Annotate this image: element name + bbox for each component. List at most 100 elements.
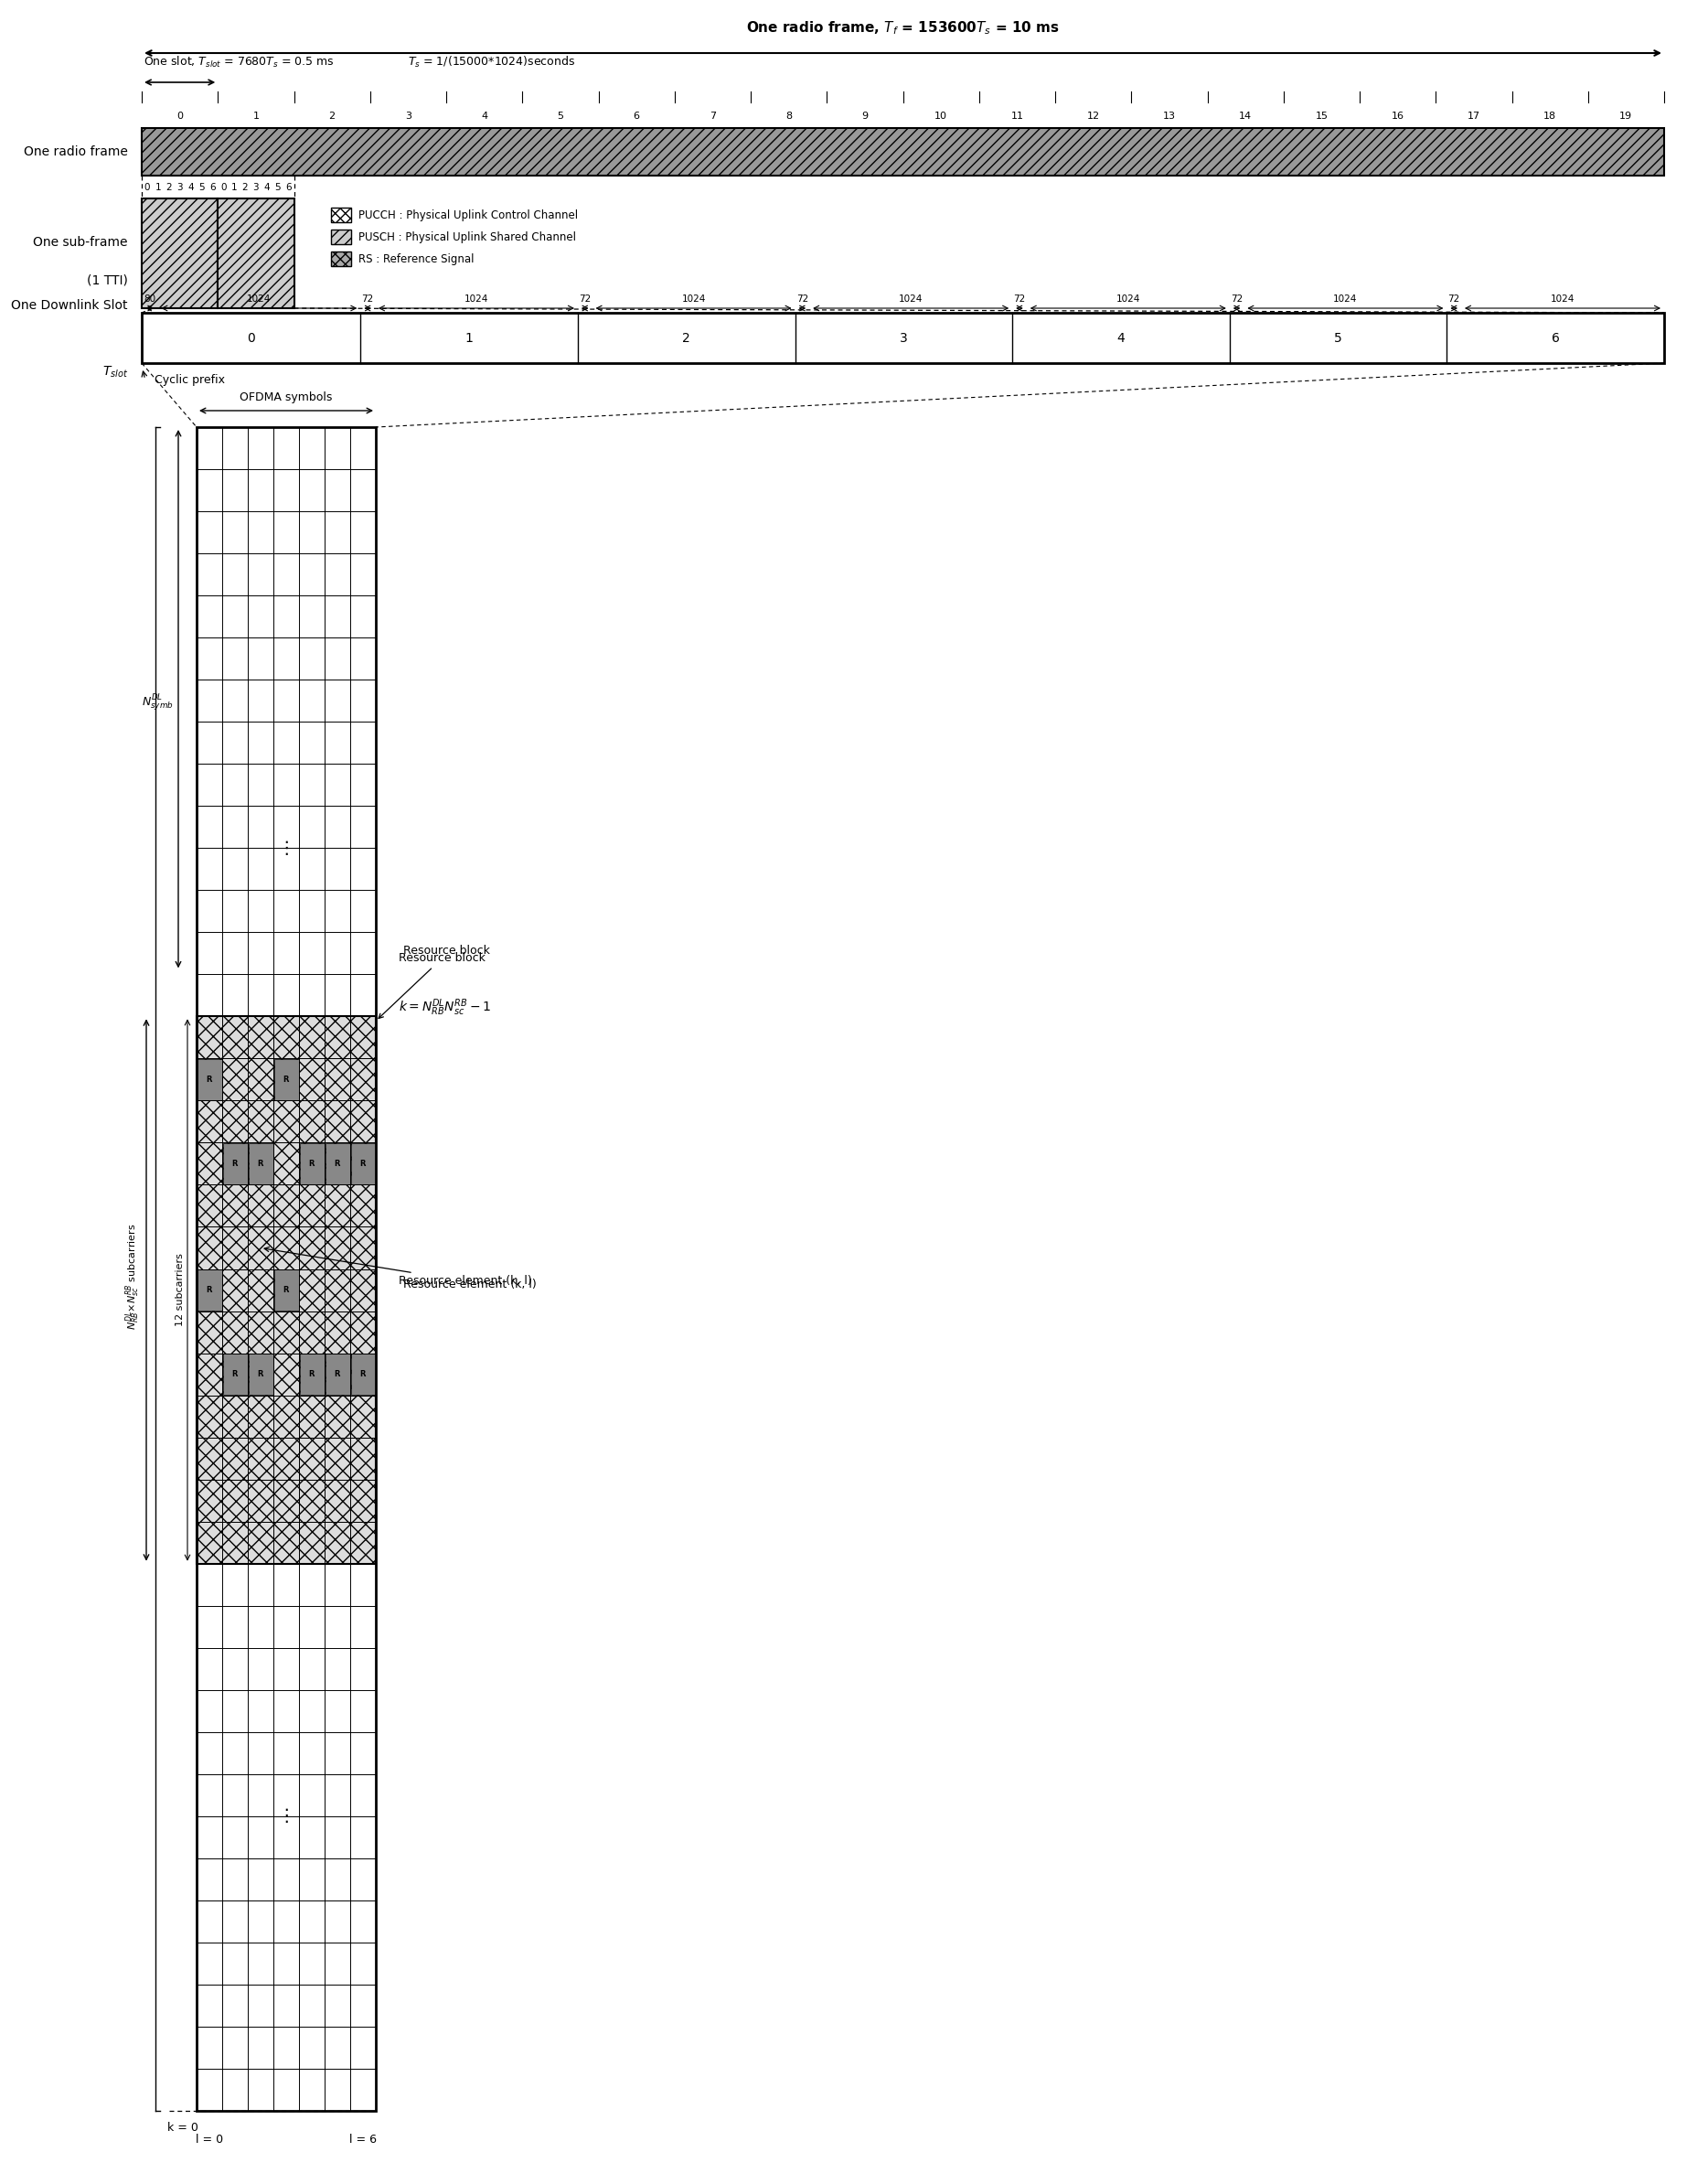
Bar — [196, 1269, 222, 1310]
Text: k = 0: k = 0 — [167, 2123, 198, 2134]
Text: One sub-frame: One sub-frame — [34, 236, 128, 249]
Text: 19: 19 — [1619, 111, 1633, 120]
Text: 5: 5 — [1334, 332, 1342, 345]
Text: R: R — [284, 1286, 289, 1295]
Text: Resource block: Resource block — [379, 952, 485, 1018]
Text: $N^{DL}_{symb}$: $N^{DL}_{symb}$ — [142, 692, 174, 714]
Bar — [196, 1016, 376, 1564]
Text: R: R — [335, 1160, 340, 1168]
Text: R: R — [232, 1369, 237, 1378]
Text: 72: 72 — [1448, 295, 1460, 304]
Bar — [248, 1354, 273, 1396]
Bar — [196, 1059, 222, 1101]
Text: One slot, $T_{slot}$ = 7680$T_s$ = 0.5 ms: One slot, $T_{slot}$ = 7680$T_s$ = 0.5 m… — [143, 55, 335, 70]
Text: 5: 5 — [557, 111, 564, 120]
Bar — [331, 207, 350, 223]
Text: R: R — [284, 1075, 289, 1083]
Text: R: R — [232, 1160, 237, 1168]
Text: 0: 0 — [143, 183, 150, 192]
Bar — [222, 1354, 248, 1396]
Text: PUSCH : Physical Uplink Shared Channel: PUSCH : Physical Uplink Shared Channel — [359, 232, 576, 242]
Text: R: R — [335, 1369, 340, 1378]
Text: R: R — [309, 1160, 314, 1168]
Text: 2: 2 — [243, 183, 248, 192]
Text: 1024: 1024 — [1551, 295, 1575, 304]
Text: 6: 6 — [634, 111, 640, 120]
Text: R: R — [258, 1369, 263, 1378]
Text: ⋮: ⋮ — [277, 1808, 295, 1826]
Text: 10: 10 — [934, 111, 948, 120]
Text: $N^{DL}_{RB}$×$N^{RB}_{sc}$ subcarriers: $N^{DL}_{RB}$×$N^{RB}_{sc}$ subcarriers — [123, 1223, 142, 1330]
Text: 18: 18 — [1544, 111, 1556, 120]
Text: 1024: 1024 — [248, 295, 272, 304]
Text: 5: 5 — [275, 183, 280, 192]
Text: 14: 14 — [1238, 111, 1252, 120]
Text: 4: 4 — [482, 111, 487, 120]
Text: 12: 12 — [1086, 111, 1100, 120]
Text: $k = N^{DL}_{RB}N^{RB}_{sc} - 1$: $k = N^{DL}_{RB}N^{RB}_{sc} - 1$ — [398, 996, 492, 1018]
Text: 0: 0 — [176, 111, 183, 120]
Text: 80: 80 — [143, 295, 155, 304]
Text: 1024: 1024 — [898, 295, 922, 304]
Text: 6: 6 — [1551, 332, 1559, 345]
Bar — [350, 1142, 376, 1184]
Text: (1 TTI): (1 TTI) — [87, 275, 128, 286]
Bar — [299, 1142, 325, 1184]
Text: One Downlink Slot: One Downlink Slot — [12, 299, 128, 312]
Text: R: R — [258, 1160, 263, 1168]
Text: 16: 16 — [1392, 111, 1404, 120]
Text: l = 6: l = 6 — [348, 2134, 377, 2145]
Text: 8: 8 — [786, 111, 793, 120]
Text: 2: 2 — [328, 111, 335, 120]
Text: RS : Reference Signal: RS : Reference Signal — [359, 253, 473, 264]
Text: $T_s$ = 1/(15000*1024)seconds: $T_s$ = 1/(15000*1024)seconds — [408, 55, 576, 70]
Bar — [142, 199, 219, 308]
Text: One radio frame: One radio frame — [24, 146, 128, 157]
Text: 5: 5 — [198, 183, 205, 192]
Bar — [325, 1354, 350, 1396]
Bar — [331, 251, 350, 266]
Text: R: R — [309, 1369, 314, 1378]
Text: 1: 1 — [231, 183, 237, 192]
Text: Cyclic prefix: Cyclic prefix — [154, 373, 225, 387]
Text: Resource element (k, l): Resource element (k, l) — [403, 1278, 536, 1291]
Text: 4: 4 — [1117, 332, 1126, 345]
Text: 6: 6 — [285, 183, 292, 192]
Text: 72: 72 — [362, 295, 374, 304]
Bar — [350, 1354, 376, 1396]
Text: 1024: 1024 — [1334, 295, 1358, 304]
Text: R: R — [207, 1075, 212, 1083]
Text: 1024: 1024 — [465, 295, 488, 304]
Text: 4: 4 — [188, 183, 193, 192]
Text: 11: 11 — [1011, 111, 1023, 120]
Text: 1: 1 — [253, 111, 260, 120]
Text: R: R — [360, 1369, 366, 1378]
Text: ⋮: ⋮ — [277, 839, 295, 856]
Text: 7: 7 — [709, 111, 716, 120]
Bar — [273, 1059, 299, 1101]
Text: 12 subcarriers: 12 subcarriers — [176, 1254, 184, 1326]
Text: PUCCH : Physical Uplink Control Channel: PUCCH : Physical Uplink Control Channel — [359, 210, 577, 221]
Text: R: R — [207, 1286, 212, 1295]
Text: 3: 3 — [253, 183, 260, 192]
Bar — [331, 229, 350, 245]
Bar — [248, 1142, 273, 1184]
Bar — [196, 428, 376, 2110]
Text: 1: 1 — [155, 183, 161, 192]
Text: 3: 3 — [900, 332, 907, 345]
Text: $T_{slot}$: $T_{slot}$ — [102, 365, 128, 380]
Text: 72: 72 — [579, 295, 591, 304]
Bar — [222, 1142, 248, 1184]
Text: 1024: 1024 — [1115, 295, 1141, 304]
Text: R: R — [360, 1160, 366, 1168]
Text: 0: 0 — [220, 183, 225, 192]
Text: 4: 4 — [263, 183, 270, 192]
Text: 72: 72 — [1231, 295, 1243, 304]
Text: 3: 3 — [405, 111, 412, 120]
Text: 17: 17 — [1467, 111, 1481, 120]
Bar — [196, 428, 376, 2110]
Text: 0: 0 — [248, 332, 254, 345]
Text: 1024: 1024 — [681, 295, 705, 304]
Bar — [219, 199, 294, 308]
Bar — [325, 1142, 350, 1184]
